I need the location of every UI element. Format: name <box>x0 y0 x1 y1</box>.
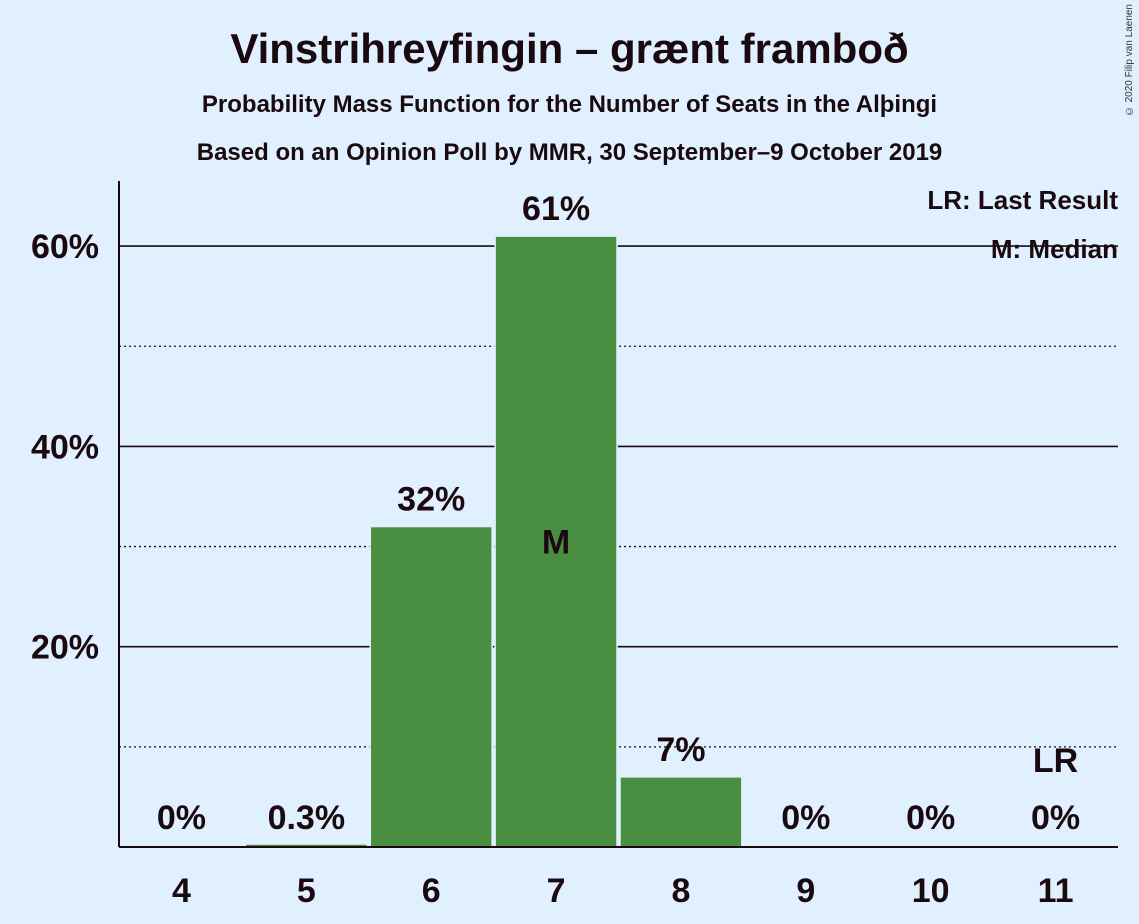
data-label: 0% <box>906 799 955 837</box>
bar <box>619 776 743 848</box>
data-label: 32% <box>397 481 465 519</box>
x-tick-label: 5 <box>297 872 316 910</box>
data-label: 0% <box>157 799 206 837</box>
y-tick-label: 20% <box>31 629 99 667</box>
x-tick-label: 7 <box>547 872 566 910</box>
data-label: 0% <box>1031 799 1080 837</box>
x-tick-label: 10 <box>912 872 950 910</box>
data-label: 0% <box>781 799 830 837</box>
data-label: 0.3% <box>268 799 346 837</box>
y-tick-label: 60% <box>31 228 99 266</box>
legend-median: M: Median <box>991 234 1118 264</box>
data-label: 7% <box>656 731 705 769</box>
chart-source: Based on an Opinion Poll by MMR, 30 Sept… <box>196 139 943 166</box>
chart-subtitle: Probability Mass Function for the Number… <box>201 91 938 118</box>
x-tick-label: 11 <box>1038 872 1074 910</box>
x-tick-label: 4 <box>172 872 191 910</box>
data-label: 61% <box>522 190 590 228</box>
y-tick-label: 40% <box>31 428 99 466</box>
median-marker: M <box>542 524 570 562</box>
chart-title: Vinstrihreyfingin – grænt framboð <box>230 25 909 72</box>
x-tick-label: 9 <box>796 872 815 910</box>
bar <box>494 235 618 848</box>
last-result-marker: LR <box>1033 742 1078 780</box>
legend-last-result: LR: Last Result <box>927 185 1118 215</box>
bar <box>369 525 493 848</box>
x-tick-label: 8 <box>671 872 690 910</box>
x-tick-label: 6 <box>422 872 441 910</box>
